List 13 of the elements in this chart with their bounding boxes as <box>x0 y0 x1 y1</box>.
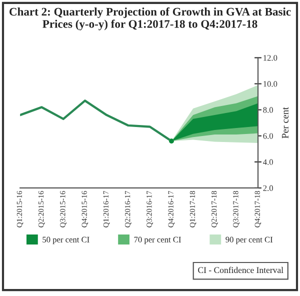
y-tick-label: 12.0 <box>264 55 278 61</box>
y-tick-label: 10.0 <box>264 81 278 87</box>
y-tick-label: 2.0 <box>263 185 273 191</box>
legend-label: 50 per cent CI <box>42 236 90 244</box>
chart-title: Chart 2: Quarterly Projection of Growth in GVA at Basic Prices (y-o-y) for Q1:2017-18 to Q4:2017-18 <box>10 7 291 30</box>
y-tick-label: 8.0 <box>263 107 273 113</box>
text: CI - Confidence Interval <box>198 266 284 274</box>
legend-label: 90 per cent CI <box>226 236 273 244</box>
legend-label: 70 per cent CI <box>134 236 181 244</box>
y-axis-title: Per cent <box>282 107 288 138</box>
y-tick-label: 6.0 <box>263 133 273 139</box>
y-tick-label: 4.0 <box>263 159 273 165</box>
line-series <box>20 100 173 142</box>
